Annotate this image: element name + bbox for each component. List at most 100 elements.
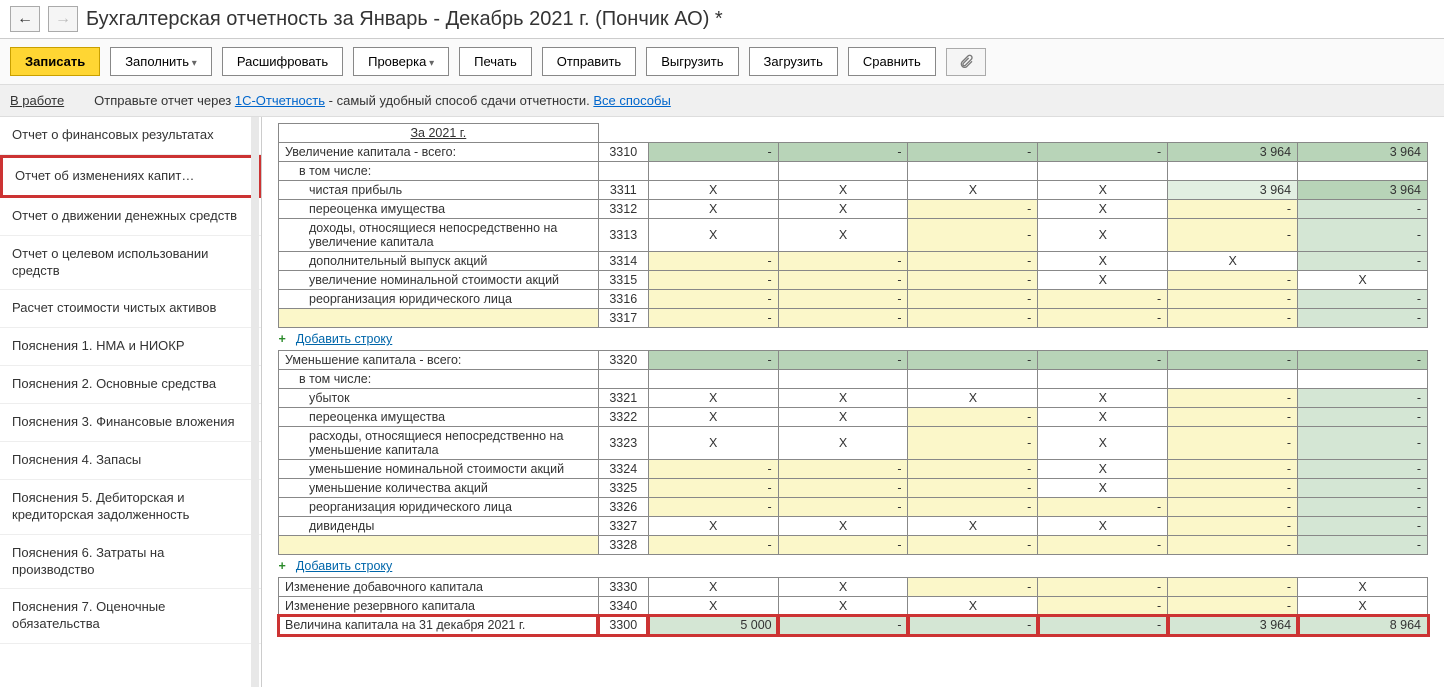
cell[interactable]: -	[1298, 517, 1428, 536]
sidebar-item[interactable]: Расчет стоимости чистых активов	[0, 290, 261, 328]
cell[interactable]: Х	[778, 578, 908, 597]
cell[interactable]: -	[648, 290, 778, 309]
cell[interactable]: -	[908, 479, 1038, 498]
cell[interactable]: Х	[1038, 219, 1168, 252]
cell[interactable]: -	[1168, 408, 1298, 427]
cell[interactable]: -	[1168, 427, 1298, 460]
cell[interactable]: -	[1168, 290, 1298, 309]
cell[interactable]: Х	[1298, 597, 1428, 616]
cell[interactable]: -	[648, 351, 778, 370]
cell[interactable]: -	[1298, 389, 1428, 408]
cell[interactable]: -	[1298, 252, 1428, 271]
cell[interactable]: Х	[778, 408, 908, 427]
sidebar-item[interactable]: Пояснения 6. Затраты на производство	[0, 535, 261, 590]
cell[interactable]: -	[648, 252, 778, 271]
cell[interactable]: Х	[1038, 517, 1168, 536]
cell[interactable]: Х	[1038, 479, 1168, 498]
cell[interactable]: -	[1168, 498, 1298, 517]
cell[interactable]: Х	[1038, 181, 1168, 200]
cell[interactable]: -	[908, 271, 1038, 290]
cell[interactable]: Х	[1038, 460, 1168, 479]
cell[interactable]: Х	[908, 181, 1038, 200]
cell[interactable]: -	[1038, 536, 1168, 555]
cell[interactable]: -	[1298, 427, 1428, 460]
cell[interactable]: -	[1298, 460, 1428, 479]
add-row-link[interactable]: Добавить строку	[290, 557, 398, 575]
cell[interactable]: -	[648, 271, 778, 290]
nav-forward-button[interactable]: →	[48, 6, 78, 32]
cell[interactable]: -	[908, 408, 1038, 427]
cell[interactable]: -	[908, 616, 1038, 635]
cell[interactable]: Х	[648, 517, 778, 536]
cell[interactable]: 3 964	[1168, 616, 1298, 635]
cell[interactable]: -	[1298, 498, 1428, 517]
nav-back-button[interactable]: ←	[10, 6, 40, 32]
cell[interactable]: Х	[778, 181, 908, 200]
cell[interactable]: -	[1038, 578, 1168, 597]
sidebar-item[interactable]: Пояснения 5. Дебиторская и кредиторская …	[0, 480, 261, 535]
cell[interactable]: -	[1298, 536, 1428, 555]
cell[interactable]: -	[908, 498, 1038, 517]
cell[interactable]: -	[778, 143, 908, 162]
cell[interactable]: 8 964	[1298, 616, 1428, 635]
cell[interactable]: Х	[1038, 427, 1168, 460]
sidebar-item[interactable]: Отчет о движении денежных средств	[0, 198, 261, 236]
cell[interactable]: -	[908, 536, 1038, 555]
cell[interactable]: -	[1298, 408, 1428, 427]
send-button[interactable]: Отправить	[542, 47, 636, 76]
sidebar-item[interactable]: Пояснения 1. НМА и НИОКР	[0, 328, 261, 366]
cell[interactable]: -	[648, 536, 778, 555]
sidebar-item[interactable]: Пояснения 2. Основные средства	[0, 366, 261, 404]
add-row-link[interactable]: Добавить строку	[290, 330, 398, 348]
cell[interactable]: Х	[648, 389, 778, 408]
cell[interactable]: Х	[778, 427, 908, 460]
cell[interactable]: -	[908, 200, 1038, 219]
import-button[interactable]: Загрузить	[749, 47, 838, 76]
sidebar-item[interactable]: Отчет о целевом использовании средств	[0, 236, 261, 291]
cell[interactable]: -	[1038, 498, 1168, 517]
cell[interactable]: 3 964	[1168, 143, 1298, 162]
cell[interactable]: 3 964	[1298, 143, 1428, 162]
cell[interactable]: -	[1168, 219, 1298, 252]
cell[interactable]: -	[1298, 200, 1428, 219]
cell[interactable]: -	[778, 460, 908, 479]
cell[interactable]: -	[908, 578, 1038, 597]
cell[interactable]: -	[1168, 351, 1298, 370]
print-button[interactable]: Печать	[459, 47, 532, 76]
sidebar-item[interactable]: Пояснения 7. Оценочные обязательства	[0, 589, 261, 644]
cell[interactable]: Х	[1038, 200, 1168, 219]
cell[interactable]: Х	[1038, 271, 1168, 290]
sidebar-item[interactable]: Отчет об изменениях капит…	[0, 155, 261, 198]
cell[interactable]: Х	[1038, 408, 1168, 427]
cell[interactable]: -	[1168, 578, 1298, 597]
cell[interactable]: -	[1298, 479, 1428, 498]
cell[interactable]: -	[778, 536, 908, 555]
cell[interactable]: Х	[908, 389, 1038, 408]
cell[interactable]: -	[778, 252, 908, 271]
cell[interactable]: Х	[778, 517, 908, 536]
cell[interactable]: -	[1168, 271, 1298, 290]
decode-button[interactable]: Расшифровать	[222, 47, 343, 76]
cell[interactable]: -	[1298, 309, 1428, 328]
cell[interactable]: -	[1038, 143, 1168, 162]
cell[interactable]: -	[1168, 389, 1298, 408]
cell[interactable]: -	[908, 460, 1038, 479]
cell[interactable]: -	[1168, 536, 1298, 555]
cell[interactable]: -	[1298, 351, 1428, 370]
cell[interactable]: Х	[908, 597, 1038, 616]
cell[interactable]: 3 964	[1298, 181, 1428, 200]
cell[interactable]: Х	[648, 597, 778, 616]
cell[interactable]: -	[1298, 219, 1428, 252]
cell[interactable]: -	[1168, 597, 1298, 616]
cell[interactable]: 3 964	[1168, 181, 1298, 200]
cell[interactable]: Х	[1038, 389, 1168, 408]
cell[interactable]: Х	[648, 427, 778, 460]
cell[interactable]: -	[908, 351, 1038, 370]
cell[interactable]: -	[1038, 597, 1168, 616]
fill-button[interactable]: Заполнить	[110, 47, 212, 76]
status-link-all[interactable]: Все способы	[593, 93, 670, 108]
cell[interactable]: Х	[908, 517, 1038, 536]
cell[interactable]: -	[908, 427, 1038, 460]
cell[interactable]: -	[908, 309, 1038, 328]
cell[interactable]: Х	[1038, 252, 1168, 271]
